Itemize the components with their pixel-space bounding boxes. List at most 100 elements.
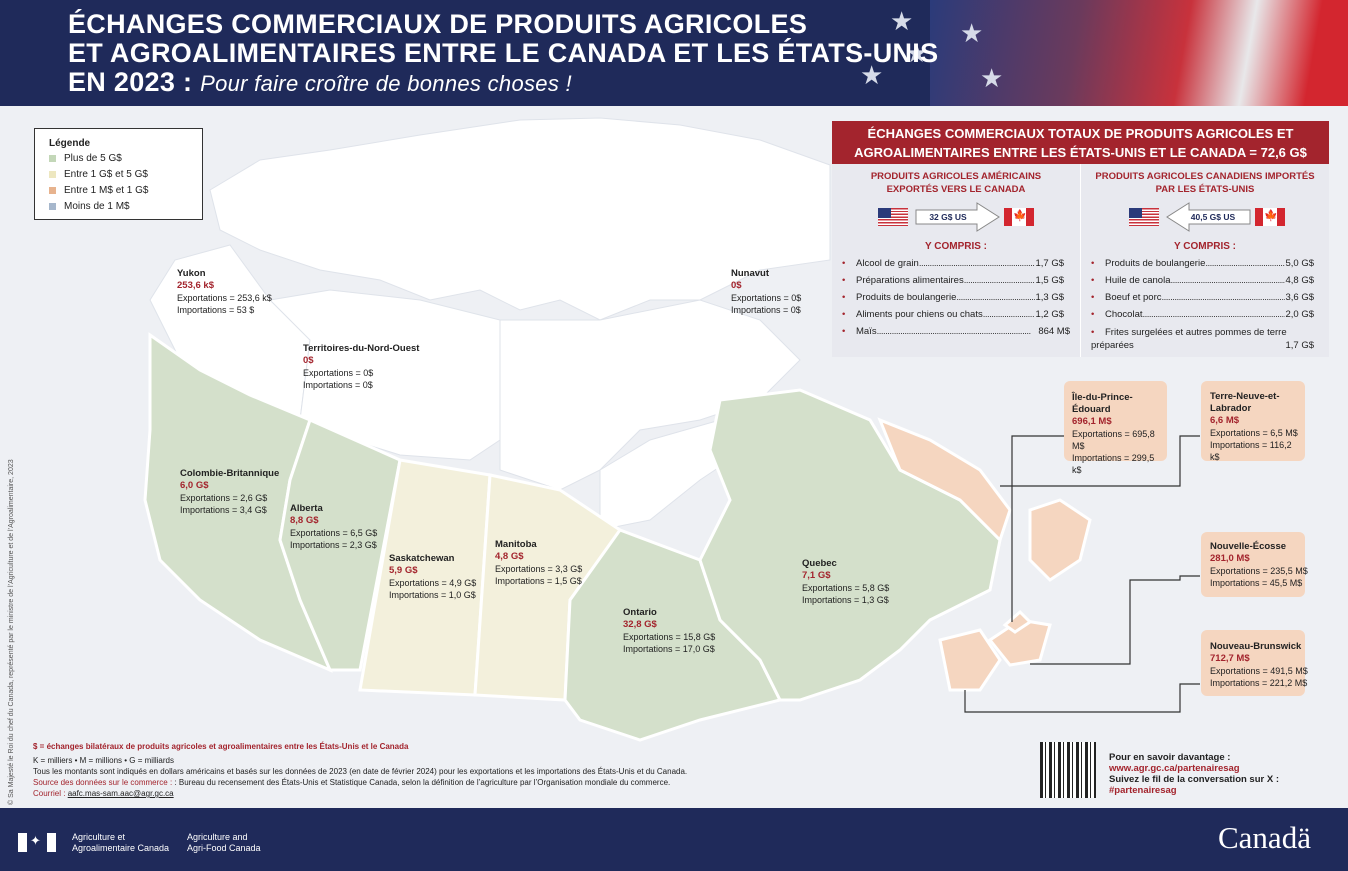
legend-item: Entre 1 G$ et 5 G$ [49, 169, 148, 180]
legend-item: Entre 1 M$ et 1 G$ [49, 185, 149, 196]
footer-bar: ✦ Agriculture et Agroalimentaire Canada … [0, 808, 1348, 871]
flags-background [930, 0, 1348, 106]
legend-item: Plus de 5 G$ [49, 153, 122, 164]
dept-fr-line: Agroalimentaire Canada [72, 843, 170, 853]
province-name: Nunavut [731, 268, 769, 279]
qr-code[interactable] [1040, 742, 1096, 798]
ca-export-item: • Produits de boulangerie................… [1091, 258, 1314, 269]
star-icon: ★ [905, 38, 929, 68]
item-label: Aliments pour chiens ou chats [856, 309, 983, 320]
footnote-source: Source des données sur le commerce : : B… [33, 777, 670, 788]
ca-export-item: • Frites surgelées et autres pommes de te… [1091, 327, 1314, 351]
province-name: Quebec [802, 558, 837, 569]
us-export-item: • Produits de boulangerie................… [842, 292, 1064, 303]
learn-more-link[interactable]: www.agr.gc.ca/partenairesag [1109, 763, 1240, 774]
item-label: Chocolat [1105, 309, 1143, 320]
province-total: 712,7 M$ [1210, 653, 1250, 664]
us-export-item: • Aliments pour chiens ou chats..........… [842, 309, 1064, 320]
province-exports: Exportations = 5,8 G$ [802, 583, 890, 593]
trade-summary-panel: ÉCHANGES COMMERCIAUX TOTAUX DE PRODUITS … [832, 121, 1329, 357]
arrow-label: 32 G$ US [929, 212, 967, 222]
column-heading: PRODUITS AGRICOLES AMÉRICAINS EXPORTÉS V… [870, 171, 1042, 195]
arrow-label: 40,5 G$ US [1190, 212, 1236, 222]
dept-name-fr: Agriculture et Agroalimentaire Canada [72, 832, 169, 854]
footnote-legend-symbol: $ = échanges bilatéraux de produits agri… [33, 742, 409, 751]
province-total: 0$ [303, 355, 314, 366]
footnote-email: Courriel : aafc.mas-sam.aac@agr.gc.ca [33, 788, 174, 799]
item-value: 2,0 G$ [1285, 309, 1314, 320]
province-label-nb: Nouveau-Brunswick 712,7 M$ Exportations … [1210, 641, 1308, 689]
dept-name-en: Agriculture and Agri-Food Canada [187, 832, 261, 854]
item-label: Préparations alimentaires [856, 275, 964, 286]
province-total: 8,8 G$ [290, 515, 319, 526]
province-exports: Exportations = 4,9 G$ [389, 578, 477, 588]
star-icon: ★ [890, 6, 914, 36]
province-imports: Importations = 17,0 G$ [623, 644, 715, 654]
province-imports: Importations = 221,2 M$ [1210, 678, 1308, 688]
province-imports: Importations = 0$ [731, 305, 801, 315]
province-exports: Exportations = 6,5 G$ [290, 528, 378, 538]
province-name: Île-du-Prince-Édouard [1072, 392, 1133, 415]
province-name: Terre-Neuve-et-Labrador [1210, 391, 1280, 414]
item-value: 3,6 G$ [1285, 292, 1314, 303]
province-imports: Importations = 116,2 k$ [1210, 440, 1292, 462]
province-name: Nouvelle-Écosse [1210, 541, 1287, 552]
province-exports: Exportations = 695,8 M$ [1072, 429, 1155, 451]
us-exports-column: PRODUITS AGRICOLES AMÉRICAINS EXPORTÉS V… [832, 164, 1080, 357]
canada-map [143, 117, 1200, 742]
province-label-quebec: Quebec 7,1 G$ Exportations = 5,8 G$ Impo… [802, 558, 889, 606]
province-exports: Exportations = 3,3 G$ [495, 564, 583, 574]
atlantic-connectors [964, 435, 1200, 713]
nb-label-box [1201, 630, 1305, 696]
province-exports: Exportations = 491,5 M$ [1210, 666, 1308, 676]
province-name: Ontario [623, 607, 657, 618]
legend-swatch [49, 155, 56, 162]
province-label-yukon: Yukon 253,6 k$ Exportations = 253,6 k$ I… [177, 268, 272, 316]
title-year: EN 2023 : [68, 67, 193, 97]
item-label: Maïs [856, 326, 877, 337]
canada-wordmark: Canadä [1218, 820, 1311, 855]
labrador-shape [877, 417, 1012, 543]
province-name: Colombie-Britannique [180, 468, 280, 479]
learn-more-block: Pour en savoir davantage : www.agr.gc.ca… [1109, 752, 1279, 796]
ca-export-item: • Huile de canola........................… [1091, 275, 1314, 286]
province-name: Saskatchewan [389, 553, 455, 564]
ca-exports-column: PRODUITS AGRICOLES CANADIENS IMPORTÉS PA… [1081, 164, 1329, 357]
hashtag-link[interactable]: #partenairesag [1109, 785, 1177, 796]
email-label: Courriel : [33, 789, 66, 798]
item-value: 4,8 G$ [1285, 275, 1314, 286]
legend: Légende Plus de 5 G$ Entre 1 G$ et 5 G$ … [34, 128, 203, 220]
footnote-currency: Tous les montants sont indiqués en dolla… [33, 767, 688, 776]
dept-fr-line: Agriculture et [72, 832, 126, 842]
item-label: Alcool de grain [856, 258, 919, 269]
star-icon: ★ [960, 18, 984, 48]
newfoundland-shape [1028, 498, 1092, 582]
province-name: Manitoba [495, 539, 537, 550]
us-flag-icon [1129, 208, 1159, 226]
including-label: Y COMPRIS : [924, 241, 988, 252]
us-export-item: • Préparations alimentaires..............… [842, 275, 1064, 286]
province-exports: Exportations = 0$ [731, 293, 802, 303]
dept-en-line: Agri-Food Canada [187, 843, 261, 853]
footnote-units: K = milliers • M = millions • G = millia… [33, 756, 174, 765]
canada-flag-symbol-icon: ✦ [18, 833, 56, 852]
ca-export-item: • Chocolat...............................… [1091, 309, 1314, 320]
ns-label-box [1201, 532, 1305, 597]
pei-shape [1002, 609, 1033, 634]
province-total: 253,6 k$ [177, 280, 214, 291]
province-exports: Exportations = 2,6 G$ [180, 493, 268, 503]
province-label-ontario: Ontario 32,8 G$ Exportations = 15,8 G$ I… [623, 607, 715, 655]
province-imports: Importations = 1,3 G$ [802, 595, 889, 605]
legend-title: Légende [49, 138, 91, 149]
province-name: Nouveau-Brunswick [1210, 641, 1302, 652]
page-title-line2: ET AGROALIMENTAIRES ENTRE LE CANADA ET L… [68, 38, 939, 68]
legend-label: Entre 1 M$ et 1 G$ [64, 185, 149, 196]
legend-swatch [49, 203, 56, 210]
item-value: 1,7 G$ [1285, 340, 1314, 351]
email-link[interactable]: aafc.mas-sam.aac@agr.gc.ca [67, 789, 174, 798]
province-imports: Importations = 0$ [303, 380, 373, 390]
item-label: Produits de boulangerie [856, 292, 957, 303]
province-label-nunavut: Nunavut 0$ Exportations = 0$ Importation… [731, 268, 801, 316]
province-exports: Exportations = 15,8 G$ [623, 632, 716, 642]
arrow-left-icon [1166, 202, 1251, 232]
